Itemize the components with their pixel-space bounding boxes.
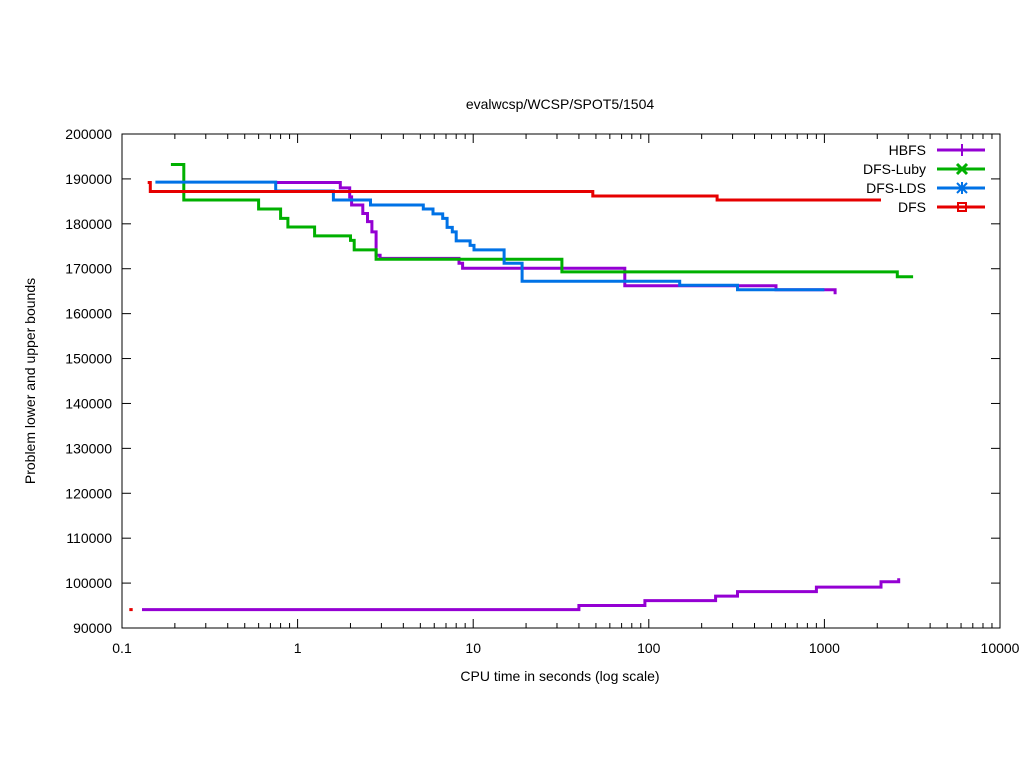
y-tick-label: 130000 — [65, 440, 112, 456]
x-tick-labels: 0.1 1 10 100 1000 10000 — [112, 640, 1019, 656]
legend: HBFS DFS-Luby DFS-LDS DFS — [863, 142, 985, 215]
y-tick-label: 160000 — [65, 306, 112, 322]
y-tick-label: 120000 — [65, 485, 112, 501]
series-line-dfs-luby — [170, 163, 914, 279]
x-axis-label: CPU time in seconds (log scale) — [460, 668, 659, 684]
y-tick-label: 200000 — [65, 126, 112, 142]
legend-label-dfs-luby: DFS-Luby — [863, 161, 926, 177]
legend-label-dfs-lds: DFS-LDS — [866, 180, 926, 196]
y-tick-label: 90000 — [73, 620, 112, 636]
legend-label-hbfs: HBFS — [889, 142, 926, 158]
y-tick-label: 180000 — [65, 216, 112, 232]
series-line-dfs — [147, 181, 881, 202]
y-tick-labels: 90000 100000 110000 120000 130000 140000 15000… — [65, 126, 112, 636]
y-tick-label: 100000 — [65, 575, 112, 591]
chart-title: evalwcsp/WCSP/SPOT5/1504 — [466, 96, 655, 112]
x-tick-label: 10000 — [981, 640, 1020, 656]
x-tick-label: 1000 — [809, 640, 840, 656]
x-tick-label: 10 — [465, 640, 481, 656]
series-line-hbfs — [142, 578, 901, 612]
y-tick-label: 110000 — [66, 530, 112, 546]
legend-marker-dfs — [957, 202, 967, 212]
x-tick-label: 1 — [294, 640, 302, 656]
legend-marker-dfs-luby — [955, 162, 969, 176]
y-tick-label: 140000 — [65, 395, 112, 411]
plot-frame — [121, 133, 1001, 629]
series-lines — [129, 163, 914, 612]
y-tick-label: 190000 — [65, 171, 112, 187]
y-tick-label: 170000 — [65, 261, 112, 277]
y-tick-label: 150000 — [65, 351, 112, 367]
y-axis-label: Problem lower and upper bounds — [22, 278, 38, 484]
legend-marker-dfs-lds — [956, 182, 968, 194]
legend-label-dfs: DFS — [898, 199, 926, 215]
series-line-dfs-lds — [155, 180, 825, 292]
x-tick-label: 100 — [637, 640, 661, 656]
x-tick-label: 0.1 — [112, 640, 132, 656]
